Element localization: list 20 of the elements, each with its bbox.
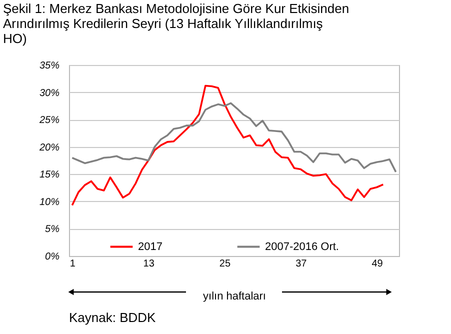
y-tick-label: 25%: [38, 115, 60, 126]
y-tick-label: 15%: [39, 170, 60, 181]
y-tick-label: 5%: [45, 224, 60, 236]
x-axis-title: yılın haftaları: [203, 290, 266, 302]
x-tick-label: 37: [296, 258, 308, 270]
chart-title: Şekil 1: Merkez Bankası Metodolojisine Göre Kur Etkisinden Arındırılmış Kredilerin Seyri (13 Haftalık Yıllıklandırılmış HO): [3, 1, 350, 46]
x-tick-label: 49: [372, 258, 384, 270]
y-tick-label: 30%: [39, 88, 60, 99]
x-tick-label: 25: [219, 258, 231, 270]
line-series: [71, 102, 397, 173]
text: Kaynak: BDDK: [69, 310, 156, 325]
y-tick-label: 35%: [39, 60, 60, 72]
line-series: [71, 84, 384, 206]
y-tick-label: 10%: [39, 196, 60, 208]
y-tick-label: 0%: [45, 252, 60, 262]
x-tick-label: 13: [143, 258, 155, 270]
legend-label: 2017: [138, 240, 162, 253]
y-tick-label: 20%: [38, 142, 60, 154]
legend-label: 2007-2016 Ort.: [265, 240, 339, 253]
x-tick-label: 1: [70, 258, 76, 270]
